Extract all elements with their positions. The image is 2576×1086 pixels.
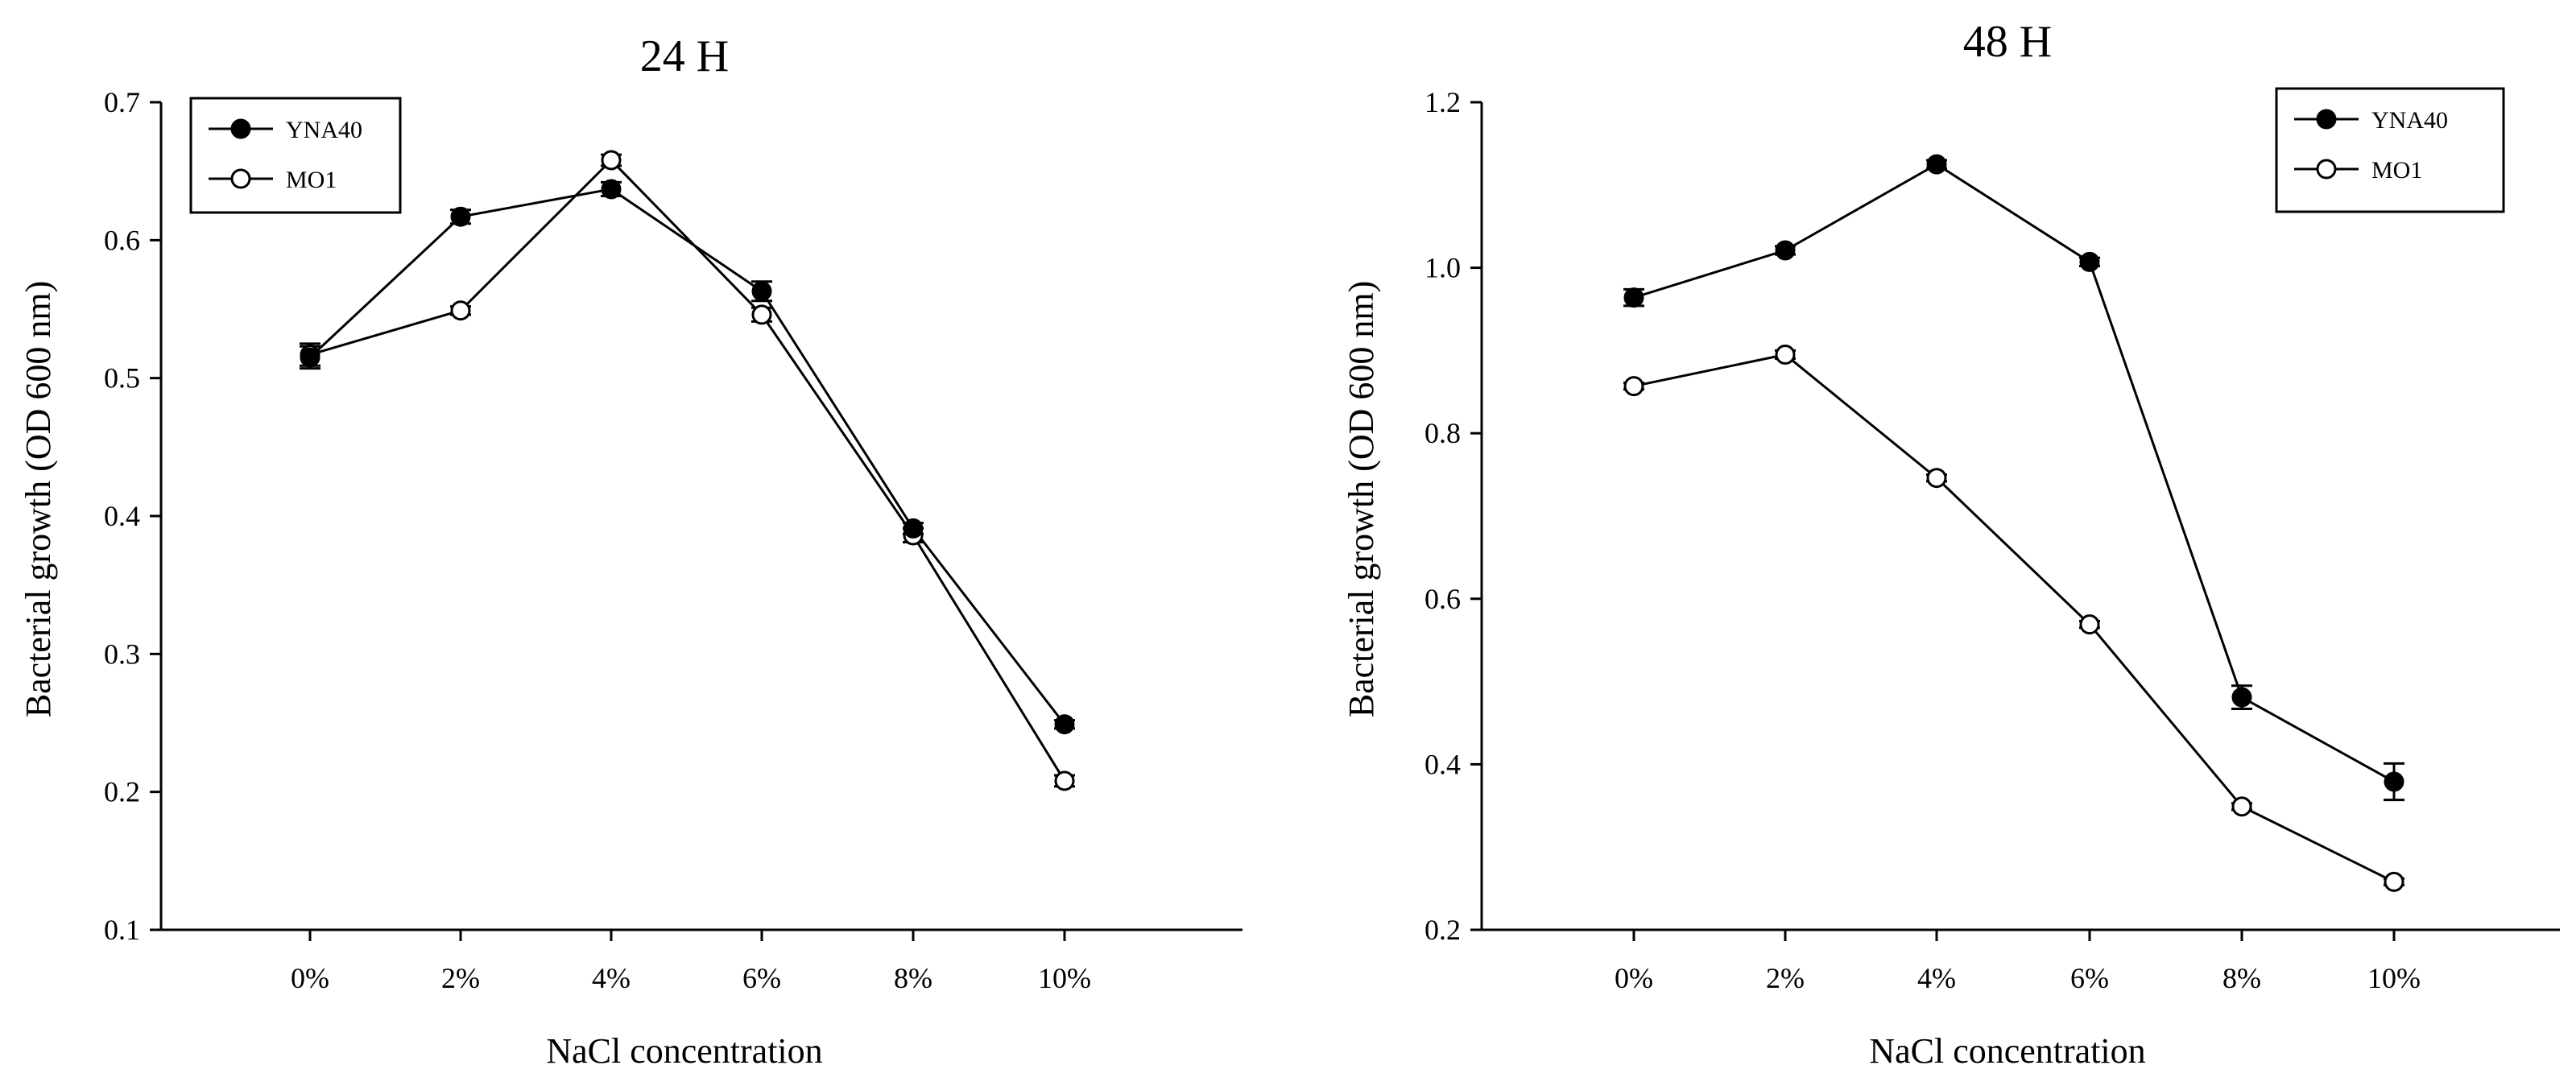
x-tick-label: 10% [2367, 962, 2421, 994]
data-point-mo1 [1623, 376, 1644, 397]
legend-marker [2316, 159, 2337, 180]
x-tick-label: 2% [1766, 962, 1805, 994]
legend-label: YNA40 [2371, 107, 2448, 134]
data-point-yna40 [601, 179, 622, 200]
y-tick-label: 0.6 [1424, 583, 1461, 615]
chart-title: 48 H [1963, 17, 2052, 67]
legend: YNA40 MO1 [2275, 87, 2505, 213]
data-point-mo1 [2384, 871, 2404, 892]
x-tick-label: 4% [1917, 962, 1956, 994]
legend-marker [230, 118, 251, 139]
legend-label: MO1 [286, 167, 337, 193]
data-point-mo1 [2079, 614, 2100, 635]
x-axis-label: NaCl concentration [546, 1031, 822, 1071]
data-point-yna40 [1926, 154, 1947, 175]
data-point-yna40 [2231, 687, 2252, 708]
series-line-mo1 [1633, 353, 2395, 883]
x-tick-label: 10% [1038, 962, 1091, 994]
data-point-yna40 [2079, 251, 2100, 272]
data-point-mo1 [1775, 345, 1796, 365]
y-tick-label: 0.4 [1424, 748, 1461, 780]
legend-label: YNA40 [286, 117, 362, 143]
data-point-yna40 [450, 206, 471, 227]
chart-title: 24 H [640, 31, 729, 81]
data-point-yna40 [1054, 714, 1075, 735]
legend-entry-mo1: MO1 [209, 167, 337, 193]
y-tick-label: 0.6 [104, 224, 140, 256]
data-point-mo1 [1926, 468, 1947, 489]
legend-entry-mo1: MO1 [2294, 157, 2422, 184]
series-line-mo1 [309, 158, 1066, 782]
legend: YNA40 MO1 [189, 97, 402, 214]
y-tick-label: 1.2 [1424, 86, 1461, 118]
x-axis-label: NaCl concentration [1869, 1031, 2145, 1071]
legend-box [2275, 87, 2505, 213]
x-tick-label: 0% [291, 962, 329, 994]
data-point-yna40 [1623, 287, 1644, 308]
y-tick-label: 1.0 [1424, 252, 1461, 284]
y-tick-label: 0.8 [1424, 417, 1461, 449]
legend-marker [2316, 109, 2337, 130]
data-point-mo1 [2231, 796, 2252, 817]
data-point-mo1 [450, 300, 471, 321]
data-point-yna40 [1775, 240, 1796, 261]
y-tick-label: 0.2 [104, 776, 140, 808]
y-tick-label: 0.3 [104, 638, 140, 670]
chart-24h: 24 H Bacterial growth (OD 600 nm) NaCl c… [19, 31, 1243, 1071]
y-axis-label: Bacterial growth (OD 600 nm) [1342, 281, 1381, 718]
y-tick-label: 0.4 [104, 500, 140, 532]
legend-marker [230, 168, 251, 189]
x-tick-label: 6% [742, 962, 781, 994]
legend-entry-yna40: YNA40 [2294, 107, 2448, 134]
data-point-mo1 [751, 304, 772, 325]
data-point-mo1 [1054, 770, 1075, 791]
legend-label: MO1 [2371, 157, 2422, 184]
chart-48h: 48 H Bacterial growth (OD 600 nm) NaCl c… [1342, 17, 2560, 1071]
legend-entry-yna40: YNA40 [209, 117, 362, 143]
x-tick-label: 8% [2222, 962, 2261, 994]
x-tick-label: 6% [2070, 962, 2109, 994]
data-point-yna40 [751, 281, 772, 302]
data-point-yna40 [2384, 771, 2404, 792]
y-axis-label: Bacterial growth (OD 600 nm) [19, 281, 58, 718]
y-tick-label: 0.5 [104, 362, 140, 394]
y-tick-label: 0.1 [104, 914, 140, 946]
x-tick-label: 4% [592, 962, 631, 994]
x-tick-label: 8% [894, 962, 932, 994]
data-point-yna40 [903, 518, 924, 539]
x-tick-label: 0% [1615, 962, 1653, 994]
legend-box [189, 97, 402, 214]
series-line-yna40 [1633, 163, 2395, 783]
data-point-yna40 [300, 347, 320, 368]
y-tick-label: 0.7 [104, 86, 140, 118]
x-tick-label: 2% [441, 962, 480, 994]
series-line-yna40 [308, 188, 1066, 725]
data-point-mo1 [601, 150, 622, 171]
y-tick-label: 0.2 [1424, 914, 1461, 946]
